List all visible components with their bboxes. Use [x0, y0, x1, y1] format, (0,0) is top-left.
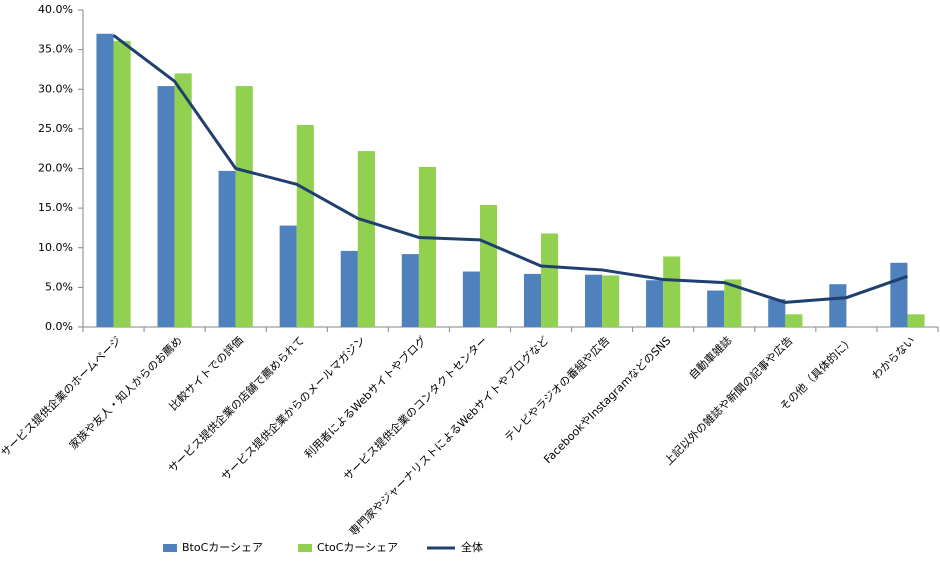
bar — [218, 170, 236, 327]
bar — [157, 86, 175, 327]
bar — [768, 299, 786, 327]
legend-swatch — [163, 544, 177, 552]
bar — [523, 273, 542, 327]
y-tick-label: 40.0% — [38, 3, 73, 16]
bar — [96, 33, 114, 328]
bar — [663, 256, 681, 327]
x-tick-label: テレビやラジオの番組や広告 — [502, 334, 612, 444]
bar — [479, 204, 498, 327]
bar — [602, 275, 620, 327]
x-tick-label: FacebookやInstagramなどのSNS — [541, 334, 673, 466]
bar — [235, 86, 253, 327]
legend-label: CtoCカーシェア — [317, 541, 398, 554]
bar — [907, 314, 925, 327]
bar — [890, 262, 908, 327]
bar — [707, 290, 725, 327]
bar — [418, 166, 436, 327]
y-tick-label: 30.0% — [38, 82, 73, 95]
bar — [785, 314, 803, 327]
x-tick-label: サービス提供企業の店舗で薦められて — [165, 333, 307, 475]
bar — [340, 250, 358, 327]
bar — [541, 233, 559, 327]
bar — [296, 124, 314, 327]
bar — [646, 280, 664, 327]
y-tick-label: 5.0% — [45, 280, 73, 293]
bar — [174, 73, 192, 328]
legend-swatch — [298, 544, 312, 552]
legend-label: BtoCカーシェア — [182, 541, 263, 554]
x-tick-label: わからない — [870, 334, 918, 382]
x-tick-label: 上記以外の雑誌や新聞の記事や広告 — [661, 333, 795, 467]
x-tick-label: 自動車雑誌 — [686, 333, 735, 382]
bar — [724, 279, 742, 327]
y-tick-label: 0.0% — [45, 320, 73, 333]
line — [112, 34, 908, 304]
bar — [401, 254, 419, 327]
x-tick-label: 利用者によるWebサイトやブログ — [301, 333, 429, 461]
y-tick-label: 10.0% — [38, 241, 73, 254]
bar — [279, 225, 297, 327]
x-tick-label: 専門家やジャーナリストによるWebサイトやブログなど — [346, 333, 551, 538]
bar — [462, 271, 480, 327]
y-tick-label: 25.0% — [38, 122, 73, 135]
legend-label: 全体 — [461, 540, 483, 554]
bar — [113, 40, 131, 327]
y-tick-label: 35.0% — [38, 43, 73, 56]
bar — [829, 284, 847, 327]
bar — [357, 151, 375, 327]
y-tick-label: 20.0% — [38, 162, 73, 175]
x-tick-label: サービス提供企業のホームページ — [0, 333, 124, 459]
bar — [585, 274, 603, 327]
x-tick-label: 家族や友人・知人からのお薦め — [66, 333, 185, 452]
y-tick-label: 15.0% — [38, 201, 73, 214]
